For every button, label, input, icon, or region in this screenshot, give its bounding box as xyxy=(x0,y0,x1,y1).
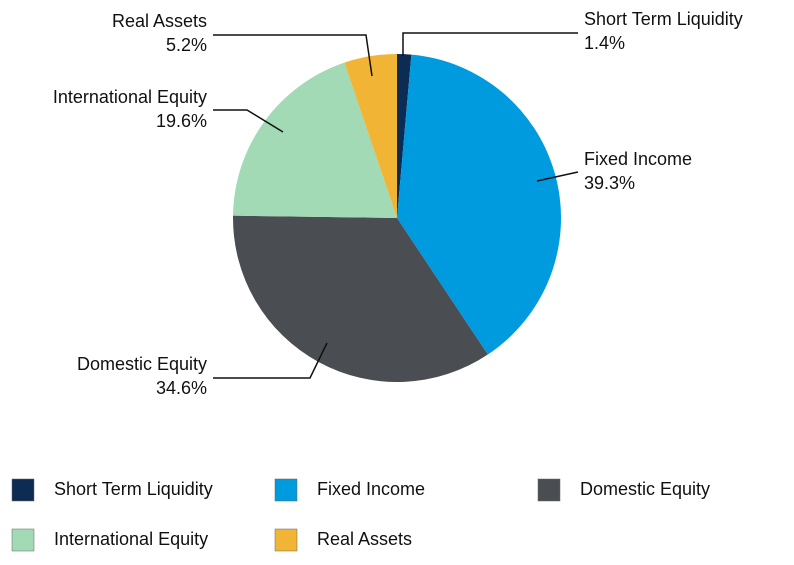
leader-line xyxy=(213,34,373,77)
legend-swatch xyxy=(11,478,35,502)
slice-label: Domestic Equity xyxy=(77,354,207,374)
slice-value-label: 39.3% xyxy=(584,173,635,193)
pie-slice xyxy=(344,54,397,218)
slice-label: International Equity xyxy=(53,87,207,107)
legend-swatch xyxy=(11,528,35,552)
slice-value-label: 19.6% xyxy=(156,111,207,131)
legend-swatch xyxy=(537,478,561,502)
pie-slice xyxy=(397,54,412,218)
slice-label: Fixed Income xyxy=(584,149,692,169)
pie-slice xyxy=(233,215,488,382)
slice-value-label: 1.4% xyxy=(584,33,625,53)
legend-swatch xyxy=(274,528,298,552)
slice-value-label: 34.6% xyxy=(156,378,207,398)
legend-label: Short Term Liquidity xyxy=(54,479,213,499)
slice-label: Short Term Liquidity xyxy=(584,9,743,29)
pie-slice xyxy=(233,62,397,218)
legend-label: Fixed Income xyxy=(317,479,425,499)
slice-value-label: 5.2% xyxy=(166,35,207,55)
leader-line xyxy=(213,109,284,133)
leader-line xyxy=(536,171,579,182)
leader-line xyxy=(402,32,578,56)
legend-swatch xyxy=(274,478,298,502)
legend-label: International Equity xyxy=(54,529,208,549)
pie-slice xyxy=(397,54,561,355)
slice-label: Real Assets xyxy=(112,11,207,31)
legend-label: Domestic Equity xyxy=(580,479,710,499)
legend-label: Real Assets xyxy=(317,529,412,549)
leader-line xyxy=(213,342,328,379)
